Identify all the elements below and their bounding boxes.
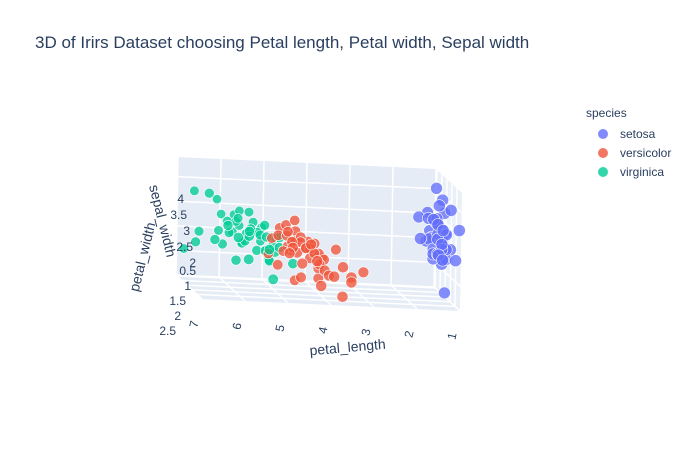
point-virginica[interactable] [204, 187, 215, 199]
x-tick-label: 6 [230, 321, 245, 331]
z-gridline [177, 200, 436, 214]
point-virginica[interactable] [267, 273, 279, 285]
legend-marker-setosa [598, 128, 608, 139]
x-tick-label: 7 [187, 319, 202, 329]
point-versicolor[interactable] [282, 226, 294, 238]
y-tick-label: 2.5 [159, 324, 176, 338]
y-gridline [191, 289, 451, 303]
legend-label-setosa: setosa [620, 126, 656, 141]
point-virginica[interactable] [216, 209, 227, 220]
point-versicolor[interactable] [357, 266, 370, 279]
point-setosa[interactable] [449, 254, 462, 268]
y-gridline [181, 279, 441, 294]
point-versicolor[interactable] [337, 261, 349, 274]
y-gridline [176, 275, 436, 289]
point-virginica[interactable] [243, 253, 255, 265]
point-versicolor[interactable] [305, 238, 318, 251]
point-virginica[interactable] [212, 194, 223, 205]
scene-points [178, 182, 466, 303]
point-setosa[interactable] [432, 199, 446, 213]
point-virginica[interactable] [190, 236, 201, 248]
x-tick-label: 1 [445, 331, 460, 341]
point-virginica[interactable] [243, 225, 255, 237]
point-virginica[interactable] [222, 219, 234, 231]
point-versicolor[interactable] [296, 257, 309, 270]
x-axis-label: petal_length [309, 336, 386, 359]
point-virginica[interactable] [263, 244, 276, 256]
point-virginica[interactable] [209, 234, 221, 245]
point-virginica[interactable] [259, 220, 271, 231]
legend-title: species [586, 106, 627, 120]
point-setosa[interactable] [436, 224, 450, 237]
point-setosa[interactable] [444, 203, 458, 217]
z-tick-label: 4 [177, 192, 184, 206]
point-setosa[interactable] [430, 182, 443, 195]
point-virginica[interactable] [213, 225, 224, 236]
legend-label-virginica: virginica [620, 164, 665, 179]
z-gridline [177, 175, 436, 190]
point-virginica[interactable] [178, 243, 189, 254]
point-virginica[interactable] [230, 254, 242, 266]
point-versicolor[interactable] [311, 255, 324, 268]
point-versicolor[interactable] [330, 243, 342, 256]
point-setosa[interactable] [452, 224, 466, 237]
z-tick-label: 3.5 [170, 208, 187, 222]
y-axis-label: petal_width [126, 220, 159, 293]
point-virginica[interactable] [232, 232, 244, 244]
y-gridline [196, 293, 456, 308]
point-setosa[interactable] [438, 286, 451, 300]
x-tick-label: 4 [316, 325, 331, 335]
point-versicolor[interactable] [289, 214, 301, 226]
point-setosa[interactable] [436, 253, 449, 267]
y-tick-label: 0.5 [179, 264, 196, 278]
legend: species setosa versicolor virginica [586, 106, 671, 181]
z-gridline [433, 286, 461, 312]
x-tick-label: 5 [273, 323, 288, 333]
point-versicolor[interactable] [336, 290, 349, 303]
z-tick-label: 2.5 [176, 240, 193, 254]
legend-marker-versicolor [598, 147, 608, 158]
chart-title: 3D of Irirs Dataset choosing Petal lengt… [35, 33, 530, 52]
legend-marker-virginica [598, 166, 608, 177]
point-versicolor[interactable] [328, 270, 341, 283]
y-tick-label: 2 [174, 309, 181, 323]
point-setosa[interactable] [414, 232, 427, 245]
x-tick-label: 2 [402, 329, 417, 339]
point-versicolor[interactable] [295, 271, 307, 284]
point-versicolor[interactable] [283, 247, 296, 259]
z-tick-label: 3 [183, 224, 190, 238]
y-gridline [186, 284, 446, 298]
y-tick-label: 1.5 [169, 294, 186, 308]
z-tick-label: 2 [189, 256, 196, 270]
x-tick-label: 3 [359, 327, 374, 337]
legend-item-virginica[interactable]: virginica [586, 162, 671, 181]
point-versicolor[interactable] [315, 279, 328, 292]
legend-item-versicolor[interactable]: versicolor [586, 143, 671, 162]
scene-ticks: 7 6 5 4 3 2 10.511.522.522.533.54 [159, 192, 459, 341]
point-versicolor[interactable] [272, 259, 284, 271]
point-versicolor[interactable] [345, 276, 358, 289]
point-virginica[interactable] [189, 185, 200, 196]
legend-item-setosa[interactable]: setosa [586, 124, 671, 143]
point-virginica[interactable] [193, 226, 205, 237]
y-tick-label: 1 [184, 279, 191, 293]
legend-label-versicolor: versicolor [620, 145, 672, 160]
point-virginica[interactable] [232, 213, 244, 224]
point-virginica[interactable] [243, 207, 255, 218]
